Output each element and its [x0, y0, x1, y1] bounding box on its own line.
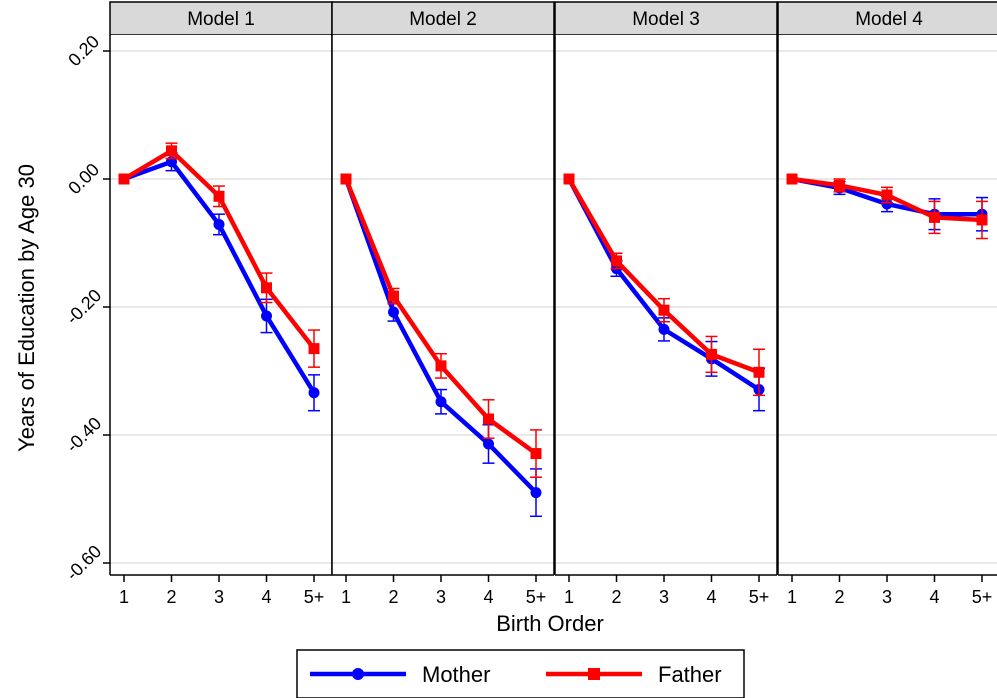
- legend-label: Mother: [422, 662, 490, 687]
- x-tick-label: 2: [166, 587, 176, 607]
- data-point: [834, 179, 845, 191]
- x-tick-label: 4: [706, 587, 716, 607]
- x-tick-label: 3: [882, 587, 892, 607]
- data-point: [388, 306, 399, 318]
- x-tick-label: 1: [341, 587, 351, 607]
- data-point: [435, 396, 447, 408]
- data-point: [213, 218, 225, 230]
- panels-layer: Model 11 2 3 4 5+Model 21 2 3 4 5+Model 31 2 3 4 5+M…: [109, 1, 997, 607]
- panel-title: Model 2: [409, 9, 477, 30]
- panel-2: Model 2 1 2 3 4 5+: [331, 1, 555, 607]
- panel-strip: [777, 1, 997, 36]
- plot-area: [110, 35, 332, 575]
- data-point: [929, 211, 940, 223]
- panel-title: Model 3: [632, 9, 700, 30]
- data-point: [213, 190, 225, 202]
- panel-strip: [554, 1, 778, 36]
- data-point: [976, 214, 988, 226]
- data-point: [658, 323, 670, 335]
- x-tick-label: 1: [564, 587, 574, 607]
- data-point: [530, 487, 542, 499]
- data-point: [261, 282, 272, 294]
- series-father: [563, 173, 765, 397]
- x-tick-label: 3: [436, 587, 446, 607]
- data-point: [753, 366, 765, 378]
- data-point: [483, 413, 494, 425]
- x-tick-label: 1: [119, 587, 129, 607]
- panel-strip: [109, 1, 333, 36]
- data-point: [611, 255, 622, 267]
- panel-title: Model 1: [187, 9, 255, 30]
- data-point: [308, 343, 320, 355]
- panel-1: Model 1 1 2 3 4 5+: [109, 1, 333, 607]
- series-father: [340, 173, 542, 478]
- data-point: [435, 360, 447, 372]
- data-point: [706, 348, 717, 360]
- data-point: [881, 189, 893, 201]
- series-father: [118, 142, 320, 368]
- data-point: [118, 173, 130, 185]
- legend-swatch-marker: [352, 668, 364, 680]
- legend-swatch-marker: [588, 668, 600, 680]
- data-point: [340, 173, 352, 185]
- x-tick-label: 2: [611, 587, 621, 607]
- x-tick-label: 5+: [304, 587, 325, 607]
- x-tick-label: 3: [214, 587, 224, 607]
- x-axis-title: Birth Order: [496, 611, 604, 636]
- data-point: [261, 310, 272, 322]
- panel-4: Model 4 1 2 3 4 5+: [777, 1, 997, 607]
- data-point: [658, 304, 670, 316]
- data-point: [563, 173, 575, 185]
- y-axis-title: Years of Education by Age 30: [14, 164, 39, 452]
- series-father: [786, 173, 988, 240]
- x-tick-label: 1: [787, 587, 797, 607]
- x-tick-label: 5+: [526, 587, 547, 607]
- x-tick-label: 2: [834, 587, 844, 607]
- legend: Mother Father: [296, 649, 745, 698]
- data-point: [881, 198, 893, 210]
- x-tick-label: 3: [659, 587, 669, 607]
- x-tick-label: 4: [929, 587, 939, 607]
- data-point: [166, 145, 177, 157]
- data-point: [530, 448, 542, 460]
- panel-title: Model 4: [855, 9, 923, 30]
- data-point: [308, 387, 320, 399]
- plot-area: [778, 35, 997, 575]
- panel-3: Model 3 1 2 3 4 5+: [554, 1, 778, 607]
- series-mother: [118, 152, 320, 412]
- plot-area: [332, 35, 554, 575]
- x-tick-label: 5+: [972, 587, 993, 607]
- data-point: [483, 438, 494, 450]
- legend-item-mother: Mother: [310, 662, 490, 687]
- x-tick-label: 2: [388, 587, 398, 607]
- x-tick-label: 4: [261, 587, 271, 607]
- panel-strip: [331, 1, 555, 36]
- data-point: [786, 173, 798, 185]
- legend-item-father: Father: [546, 662, 722, 687]
- x-tick-label: 5+: [749, 587, 770, 607]
- x-tick-label: 4: [483, 587, 493, 607]
- data-point: [388, 290, 399, 302]
- legend-label: Father: [658, 662, 722, 687]
